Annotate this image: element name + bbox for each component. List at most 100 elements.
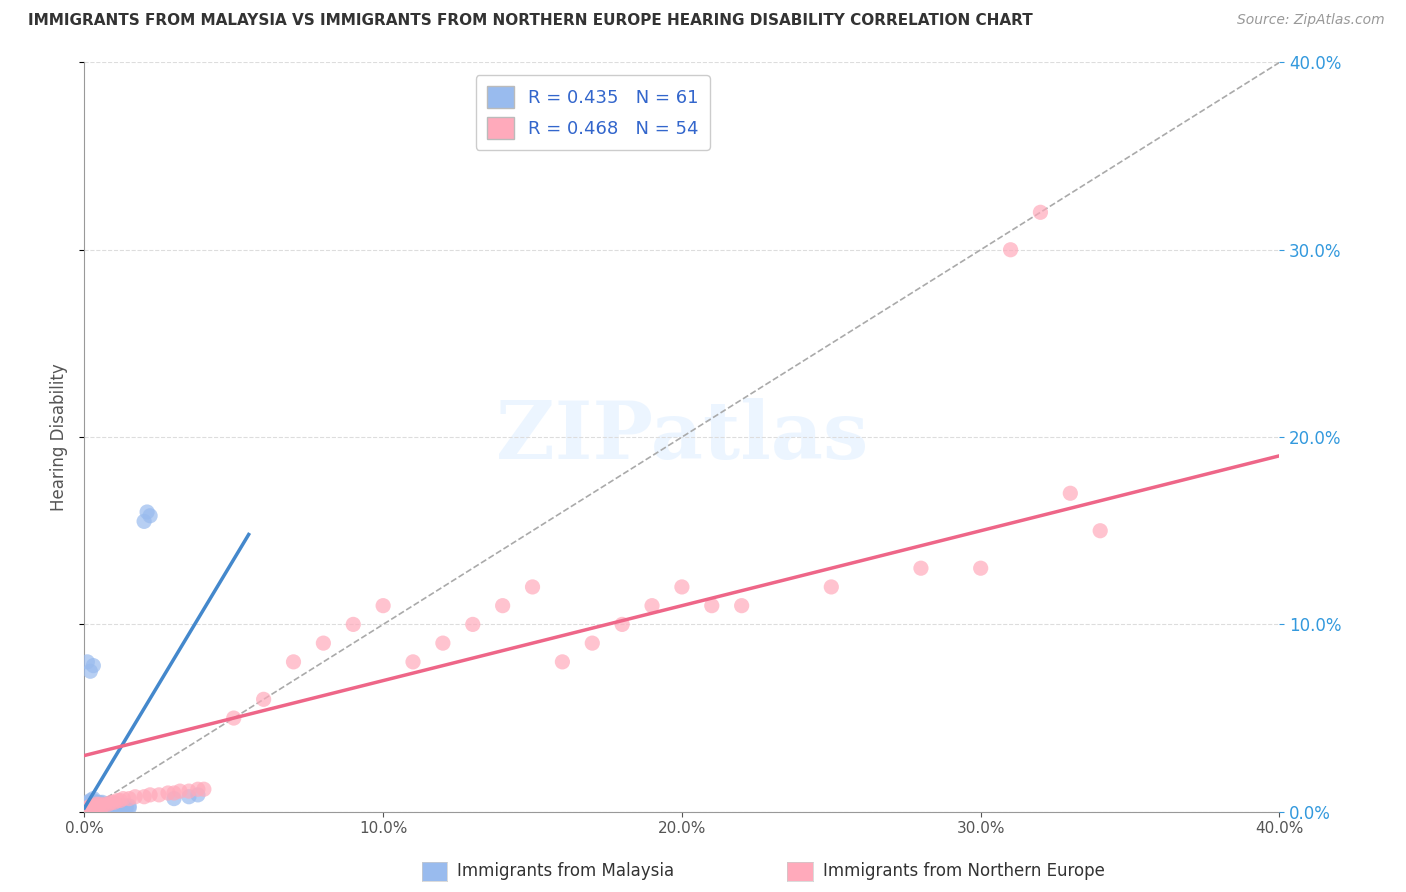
- Point: [86, 799, 108, 814]
- Point: [94, 797, 117, 812]
- Point: [432, 636, 454, 650]
- Point: [76, 796, 98, 810]
- Point: [105, 801, 128, 815]
- Point: [222, 711, 245, 725]
- Point: [112, 801, 135, 815]
- Point: [1029, 205, 1052, 219]
- Point: [136, 505, 159, 519]
- Point: [100, 796, 122, 810]
- Text: ZIPatlas: ZIPatlas: [496, 398, 868, 476]
- Point: [112, 799, 135, 814]
- Point: [86, 801, 108, 815]
- Point: [115, 801, 138, 815]
- Point: [110, 801, 132, 815]
- Point: [402, 655, 425, 669]
- Point: [118, 801, 141, 815]
- Point: [970, 561, 993, 575]
- Point: [820, 580, 842, 594]
- Point: [79, 664, 101, 679]
- Point: [89, 797, 111, 812]
- Point: [157, 786, 180, 800]
- Point: [551, 655, 574, 669]
- Point: [187, 782, 209, 797]
- Point: [89, 799, 111, 814]
- Y-axis label: Hearing Disability: Hearing Disability: [51, 363, 69, 511]
- Point: [76, 801, 98, 815]
- Point: [1090, 524, 1112, 538]
- Point: [193, 782, 215, 797]
- Text: Immigrants from Malaysia: Immigrants from Malaysia: [457, 863, 673, 880]
- Point: [82, 799, 104, 814]
- Point: [79, 796, 101, 810]
- Point: [103, 799, 125, 814]
- Point: [82, 801, 104, 815]
- Point: [115, 799, 138, 814]
- Point: [94, 801, 117, 815]
- Point: [581, 636, 603, 650]
- Point: [76, 801, 98, 815]
- Point: [91, 799, 114, 814]
- Point: [82, 793, 104, 807]
- Point: [79, 793, 101, 807]
- Point: [100, 801, 122, 815]
- Point: [103, 801, 125, 815]
- Point: [82, 801, 104, 815]
- Point: [79, 803, 101, 817]
- Point: [163, 786, 186, 800]
- Point: [612, 617, 634, 632]
- Point: [82, 799, 104, 814]
- Text: Immigrants from Northern Europe: Immigrants from Northern Europe: [823, 863, 1104, 880]
- Point: [522, 580, 544, 594]
- Point: [76, 803, 98, 817]
- Point: [641, 599, 664, 613]
- Point: [177, 789, 200, 804]
- Point: [910, 561, 932, 575]
- Point: [82, 658, 104, 673]
- Point: [82, 803, 104, 817]
- Point: [110, 799, 132, 814]
- Point: [112, 791, 135, 805]
- Point: [89, 797, 111, 812]
- Point: [342, 617, 364, 632]
- Point: [103, 796, 125, 810]
- Point: [671, 580, 693, 594]
- Point: [97, 801, 120, 815]
- Point: [76, 655, 98, 669]
- Point: [163, 791, 186, 805]
- Point: [79, 797, 101, 812]
- Point: [76, 799, 98, 814]
- Point: [1000, 243, 1022, 257]
- Point: [91, 796, 114, 810]
- Point: [76, 803, 98, 817]
- Point: [79, 803, 101, 817]
- Point: [139, 508, 162, 523]
- Point: [89, 801, 111, 815]
- Point: [89, 799, 111, 814]
- Point: [86, 803, 108, 817]
- Point: [94, 799, 117, 814]
- Point: [76, 797, 98, 812]
- Point: [1059, 486, 1081, 500]
- Text: IMMIGRANTS FROM MALAYSIA VS IMMIGRANTS FROM NORTHERN EUROPE HEARING DISABILITY C: IMMIGRANTS FROM MALAYSIA VS IMMIGRANTS F…: [28, 13, 1033, 29]
- Point: [118, 799, 141, 814]
- Point: [82, 791, 104, 805]
- Point: [103, 797, 125, 812]
- Point: [169, 784, 191, 798]
- Point: [89, 796, 111, 810]
- Point: [132, 789, 156, 804]
- Point: [132, 514, 156, 528]
- Point: [82, 797, 104, 812]
- Point: [86, 801, 108, 815]
- Point: [253, 692, 276, 706]
- Point: [86, 797, 108, 812]
- Point: [124, 789, 146, 804]
- Point: [118, 791, 141, 805]
- Point: [283, 655, 305, 669]
- Point: [86, 796, 108, 810]
- Point: [105, 793, 128, 807]
- Point: [492, 599, 515, 613]
- Point: [100, 799, 122, 814]
- Legend: R = 0.435   N = 61, R = 0.468   N = 54: R = 0.435 N = 61, R = 0.468 N = 54: [475, 75, 710, 150]
- Point: [110, 793, 132, 807]
- Point: [79, 801, 101, 815]
